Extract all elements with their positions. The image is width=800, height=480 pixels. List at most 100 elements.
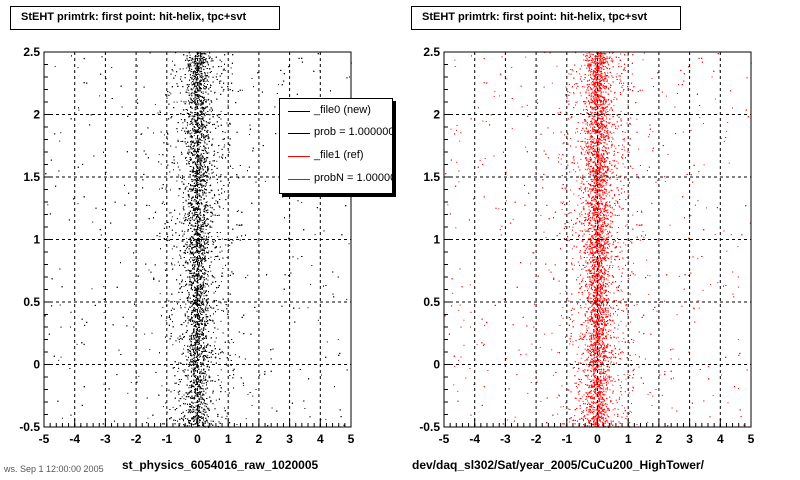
data-point (217, 182, 218, 184)
data-point (205, 273, 207, 275)
data-point (195, 405, 197, 407)
data-point (187, 203, 189, 205)
data-point (195, 104, 197, 106)
data-point (229, 245, 231, 247)
data-point (198, 154, 200, 156)
data-point (78, 109, 80, 111)
data-point (191, 95, 193, 97)
data-point (172, 344, 174, 346)
data-point (220, 320, 222, 322)
data-point (230, 67, 232, 69)
data-point (203, 84, 204, 86)
data-point (202, 312, 204, 313)
data-point (202, 298, 204, 300)
data-point (202, 287, 204, 289)
data-point (162, 306, 164, 308)
data-point (141, 133, 143, 135)
data-point (188, 316, 190, 318)
data-point (215, 399, 217, 401)
data-point (297, 258, 299, 260)
data-point (204, 345, 206, 347)
data-point (180, 255, 182, 257)
data-point (198, 138, 200, 140)
data-point (176, 382, 177, 384)
data-point (187, 151, 189, 153)
data-point (192, 172, 194, 173)
data-point (218, 156, 220, 158)
data-point (214, 277, 216, 279)
data-point (193, 315, 195, 317)
data-point (194, 163, 196, 165)
data-point (200, 57, 202, 59)
data-point (188, 198, 190, 200)
data-point (211, 197, 213, 199)
data-point (221, 61, 223, 63)
data-point (185, 303, 187, 305)
data-point (77, 67, 79, 69)
data-point (188, 213, 190, 215)
data-point (204, 405, 206, 407)
data-point (206, 226, 208, 227)
data-point (200, 394, 202, 396)
data-point (203, 157, 204, 159)
data-point (92, 221, 94, 223)
data-point (194, 402, 196, 404)
data-point (172, 307, 173, 309)
data-point (182, 122, 184, 124)
data-point (210, 71, 212, 72)
data-point (195, 300, 197, 302)
data-point (198, 150, 200, 152)
data-point (154, 104, 156, 106)
data-point (193, 328, 195, 329)
data-point (195, 379, 197, 381)
data-point (197, 414, 199, 416)
data-point (183, 419, 185, 421)
data-point (194, 397, 196, 399)
data-point (184, 231, 186, 233)
data-point (195, 112, 197, 114)
data-point (197, 66, 198, 68)
data-point (216, 73, 218, 75)
data-point (199, 257, 201, 259)
data-point (174, 75, 176, 77)
data-point (200, 416, 202, 418)
data-point (264, 180, 266, 182)
data-point (111, 67, 113, 68)
data-point (195, 246, 197, 248)
data-point (199, 125, 201, 127)
data-point (193, 87, 195, 89)
data-point (159, 236, 161, 237)
data-point (191, 132, 193, 134)
data-point (198, 102, 200, 104)
data-point (199, 167, 201, 169)
data-point (202, 157, 204, 159)
data-point (208, 173, 210, 175)
data-point (190, 57, 192, 59)
data-point (136, 98, 138, 100)
data-point (202, 423, 204, 425)
data-point (199, 386, 201, 388)
data-point (202, 60, 204, 62)
data-point (201, 228, 203, 230)
data-point (208, 167, 210, 169)
data-point (199, 145, 201, 147)
data-point (202, 59, 204, 61)
data-point (59, 140, 61, 142)
left-plot-title: StEHT primtrk: first point: hit-helix, t… (10, 6, 280, 30)
data-point (194, 356, 196, 358)
data-point (177, 139, 179, 141)
data-point (179, 341, 180, 343)
data-point (174, 301, 176, 303)
data-point (184, 306, 186, 308)
data-point (191, 77, 193, 79)
data-point (185, 262, 187, 264)
data-point (199, 137, 201, 139)
data-point (227, 104, 229, 106)
data-point (147, 417, 149, 419)
data-point (202, 292, 204, 294)
data-point (191, 364, 193, 366)
data-point (199, 417, 200, 418)
data-point (198, 331, 200, 332)
data-point (193, 277, 195, 279)
data-point (177, 370, 179, 372)
